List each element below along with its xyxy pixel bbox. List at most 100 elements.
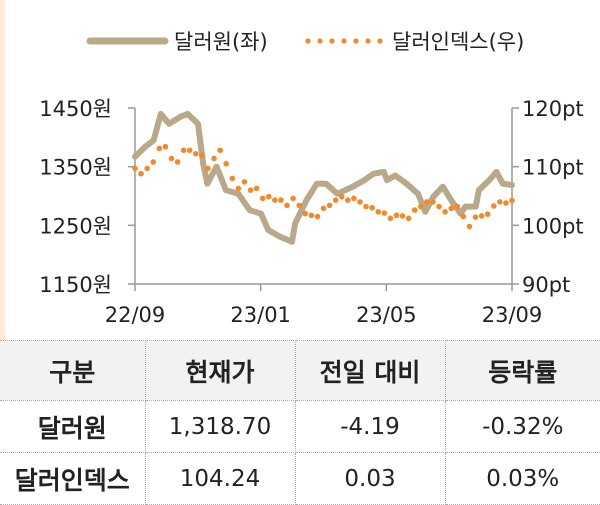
left-tick-label: 1250원 [39,214,112,238]
index-point [187,147,193,153]
header-change: 전일 대비 [295,341,445,401]
index-point [497,199,503,205]
index-point [351,196,357,202]
index-point [327,203,333,209]
index-point [309,213,315,219]
index-point [442,209,448,215]
index-point [436,204,442,210]
header-change-rate: 등락률 [445,341,600,401]
x-tick-label: 23/05 [356,303,417,327]
quote-table: 구분 현재가 전일 대비 등락률 달러원 1,318.70 -4.19 -0.3… [0,340,600,505]
index-point [157,146,163,152]
index-point [454,204,460,210]
legend-dot [329,38,334,43]
index-point [278,197,284,203]
legend-index-label: 달러인덱스(우) [392,30,524,54]
left-tick-label: 1150원 [39,273,112,297]
index-point [248,187,254,193]
index-point [229,176,235,182]
index-point [503,200,509,206]
won-series [135,114,512,242]
index-point [138,171,144,177]
index-point [448,206,454,212]
row-price: 104.24 [145,453,295,505]
legend-dot [305,38,310,43]
index-point [266,194,272,200]
right-tick-label: 90pt [522,273,570,297]
header-price: 현재가 [145,341,295,401]
index-point [302,211,308,217]
index-point [132,166,138,172]
left-tick-label: 1350원 [39,156,112,180]
legend-dot [377,38,382,43]
legend-dot [353,38,358,43]
index-point [272,197,278,203]
index-point [315,214,321,220]
index-point [150,159,156,165]
right-tick-label: 110pt [522,156,584,180]
index-point [144,166,150,172]
row-name: 달러인덱스 [0,453,145,505]
index-point [254,186,260,192]
index-point [406,215,412,221]
index-point [369,205,375,211]
right-tick-label: 100pt [522,214,584,238]
x-tick-label: 22/09 [105,303,166,327]
index-point [491,203,497,209]
index-point [169,156,175,162]
index-point [217,147,223,153]
index-point [193,151,199,157]
index-point [412,207,418,213]
index-point [333,197,339,203]
row-change: -4.19 [295,401,445,453]
index-point [205,166,211,172]
index-point [236,186,242,192]
index-point [345,197,351,203]
table-row: 달러인덱스 104.24 0.03 0.03% [0,453,600,505]
index-point [242,179,248,185]
x-tick-label: 23/01 [230,303,291,327]
index-point [357,199,363,205]
row-name: 달러원 [0,401,145,453]
index-point [296,203,302,209]
index-point [485,211,491,217]
index-point [479,213,485,219]
index-point [461,214,467,220]
index-point [473,214,479,220]
index-point [363,204,369,210]
won-line [135,114,512,242]
index-point [509,198,515,204]
index-point [321,206,327,212]
legend-dot [341,38,346,43]
index-point [382,210,388,216]
row-change: 0.03 [295,453,445,505]
index-point [181,147,187,153]
index-point [467,224,473,230]
index-point [388,215,394,221]
index-point [211,156,217,162]
index-point [375,209,381,215]
x-tick-label: 23/09 [482,303,543,327]
index-point [430,199,436,205]
legend-index-swatch [305,38,382,43]
index-point [223,161,229,167]
index-point [424,199,430,205]
index-point [163,144,169,150]
row-change-rate: 0.03% [445,453,600,505]
right-tick-label: 120pt [522,97,584,121]
legend-dot [317,38,322,43]
index-point [175,159,181,165]
index-point [418,204,424,210]
index-point [400,213,406,219]
index-point [199,153,205,159]
row-price: 1,318.70 [145,401,295,453]
index-point [290,196,296,202]
index-point [260,196,266,202]
legend-dot [365,38,370,43]
legend-won-label: 달러원(좌) [174,30,268,54]
row-change-rate: -0.32% [445,401,600,453]
left-tick-label: 1450원 [39,97,112,121]
table-row: 달러원 1,318.70 -4.19 -0.32% [0,401,600,453]
index-point [394,213,400,219]
legend: 달러원(좌) 달러인덱스(우) [90,30,524,54]
